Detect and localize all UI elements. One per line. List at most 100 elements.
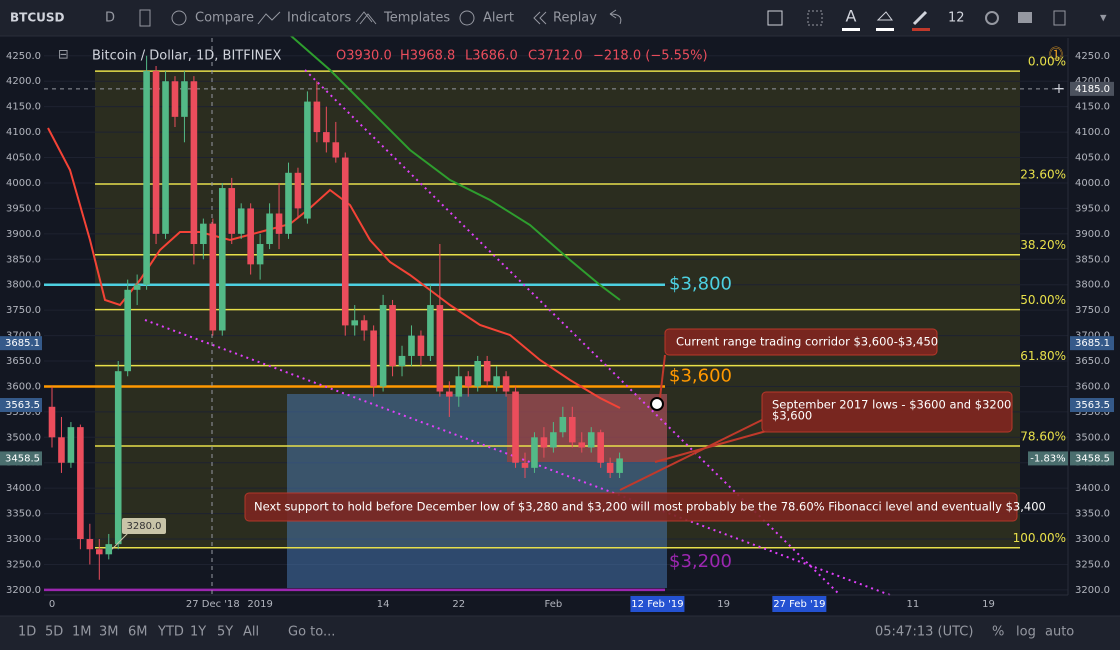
- scale-option[interactable]: %: [992, 625, 1004, 640]
- y-tick-label: 3850.0: [6, 254, 41, 265]
- y-tick-label: 3300.0: [6, 534, 41, 545]
- change-badge-label: -1.83%: [1030, 453, 1065, 464]
- scale-option[interactable]: log: [1016, 625, 1036, 640]
- candle-body: [455, 376, 463, 397]
- candle-body: [427, 305, 434, 356]
- font-size[interactable]: 12: [948, 11, 965, 26]
- legend-title: Bitcoin / Dollar, 1D, BITFINEX: [92, 49, 281, 64]
- bottom-toolbar: [0, 616, 1120, 650]
- range-button[interactable]: 1D: [18, 625, 36, 640]
- candle-body: [408, 335, 415, 356]
- settings-icon[interactable]: [985, 11, 999, 25]
- candle-body: [266, 213, 273, 245]
- candle-body: [86, 539, 94, 550]
- fill-icon[interactable]: [876, 11, 893, 21]
- layout-icon[interactable]: [1018, 12, 1032, 23]
- candle-icon[interactable]: [139, 9, 151, 27]
- y-tick-label: 3200.0: [1075, 585, 1110, 596]
- copy-icon[interactable]: [1053, 10, 1066, 26]
- x-tick-highlight: [772, 596, 827, 612]
- range-button[interactable]: 5Y: [217, 625, 233, 640]
- y-tick-label: 3600.0: [1075, 381, 1110, 392]
- legend-value: −218.0 (−5.55%): [593, 49, 708, 64]
- candle-body: [171, 81, 179, 117]
- change-badge: [1028, 451, 1068, 466]
- price-badge-label: 3458.5: [1075, 453, 1110, 464]
- range-button[interactable]: All: [243, 625, 259, 640]
- candle-body: [587, 432, 595, 448]
- top-toolbar: [0, 0, 1120, 36]
- callout-line: [111, 532, 129, 550]
- candle-body: [531, 437, 538, 468]
- replay-icon[interactable]: [533, 11, 547, 25]
- x-tick-label: 27 Feb '19: [773, 599, 825, 610]
- y-tick-label: 3700.0: [1075, 331, 1110, 342]
- toolbar-button[interactable]: Templates: [383, 11, 450, 26]
- alert-icon[interactable]: [459, 10, 475, 26]
- scale-option[interactable]: auto: [1045, 625, 1074, 640]
- y-tick-label: 3600.0: [6, 381, 41, 392]
- toolbar-button[interactable]: Replay: [553, 11, 597, 26]
- symbol[interactable]: BTCUSD: [10, 11, 65, 25]
- candle-body: [143, 71, 150, 285]
- tool-icon[interactable]: [767, 10, 783, 26]
- toolbar-button[interactable]: Compare: [195, 11, 254, 26]
- range-button[interactable]: 5D: [45, 625, 63, 640]
- candle-body: [67, 427, 75, 463]
- y-tick-label: 3550.0: [1075, 407, 1110, 418]
- tool-icon[interactable]: [807, 10, 823, 26]
- candle-body: [540, 437, 548, 448]
- fib-label: 61.80%: [1020, 349, 1066, 363]
- level-label: $3,200: [669, 551, 732, 572]
- text-color-icon[interactable]: A: [846, 7, 857, 26]
- range-button[interactable]: 1M: [72, 625, 92, 640]
- pen-icon[interactable]: [912, 10, 928, 26]
- color-swatch: [912, 28, 930, 31]
- candle-body: [493, 376, 500, 387]
- candle-body: [360, 320, 368, 331]
- candle-body: [162, 81, 169, 234]
- y-tick-label: 3500.0: [6, 432, 41, 443]
- y-tick-label: 3950.0: [6, 203, 41, 214]
- candle-body: [550, 432, 557, 448]
- toolbar-button[interactable]: Alert: [483, 11, 514, 26]
- y-tick-label: 3950.0: [1075, 203, 1110, 214]
- annotation-box: [664, 328, 938, 356]
- panel-icon[interactable]: ⊟: [58, 48, 69, 63]
- range-button[interactable]: 1Y: [190, 625, 206, 640]
- interval[interactable]: D: [105, 11, 115, 26]
- y-tick-label: 4000.0: [6, 178, 41, 189]
- compare-icon[interactable]: [171, 10, 187, 26]
- fib-label: 78.60%: [1020, 429, 1066, 443]
- range-button[interactable]: 3M: [99, 625, 119, 640]
- annotation: Next support to hold before December low…: [254, 500, 1046, 514]
- candle-body: [190, 81, 198, 245]
- x-tick-label: 11: [906, 599, 919, 610]
- legend-value: L3686.0: [465, 49, 518, 64]
- candle-body: [597, 432, 604, 463]
- y-tick-label: 3900.0: [1075, 229, 1110, 240]
- candle-body: [389, 305, 396, 367]
- price-badge-label: 3685.1: [5, 338, 40, 349]
- annotation: September 2017 lows - $3600 and $3200: [772, 398, 1011, 412]
- candle-body: [228, 188, 236, 234]
- y-tick-label: 4000.0: [1075, 178, 1110, 189]
- toolbar-button[interactable]: Indicators: [287, 11, 351, 26]
- y-tick-label: 3900.0: [6, 229, 41, 240]
- fib-label: 50.00%: [1020, 293, 1066, 307]
- goto[interactable]: Go to...: [288, 625, 335, 640]
- undo-icon[interactable]: [609, 9, 622, 25]
- range-button[interactable]: 6M: [128, 625, 148, 640]
- more-icon[interactable]: ▾: [1100, 11, 1107, 26]
- warning-icon[interactable]: ⓵: [1049, 47, 1063, 63]
- range-button[interactable]: YTD: [157, 625, 184, 640]
- price-badge: [1070, 451, 1114, 466]
- price-badge-label: 3563.5: [1075, 400, 1110, 411]
- y-tick-label: 3250.0: [1075, 559, 1110, 570]
- indicators-icon[interactable]: [257, 11, 281, 25]
- candle-body: [181, 81, 188, 117]
- moving-average: [289, 34, 621, 301]
- templates-icon[interactable]: [355, 11, 377, 25]
- annotation-box: [761, 391, 1013, 433]
